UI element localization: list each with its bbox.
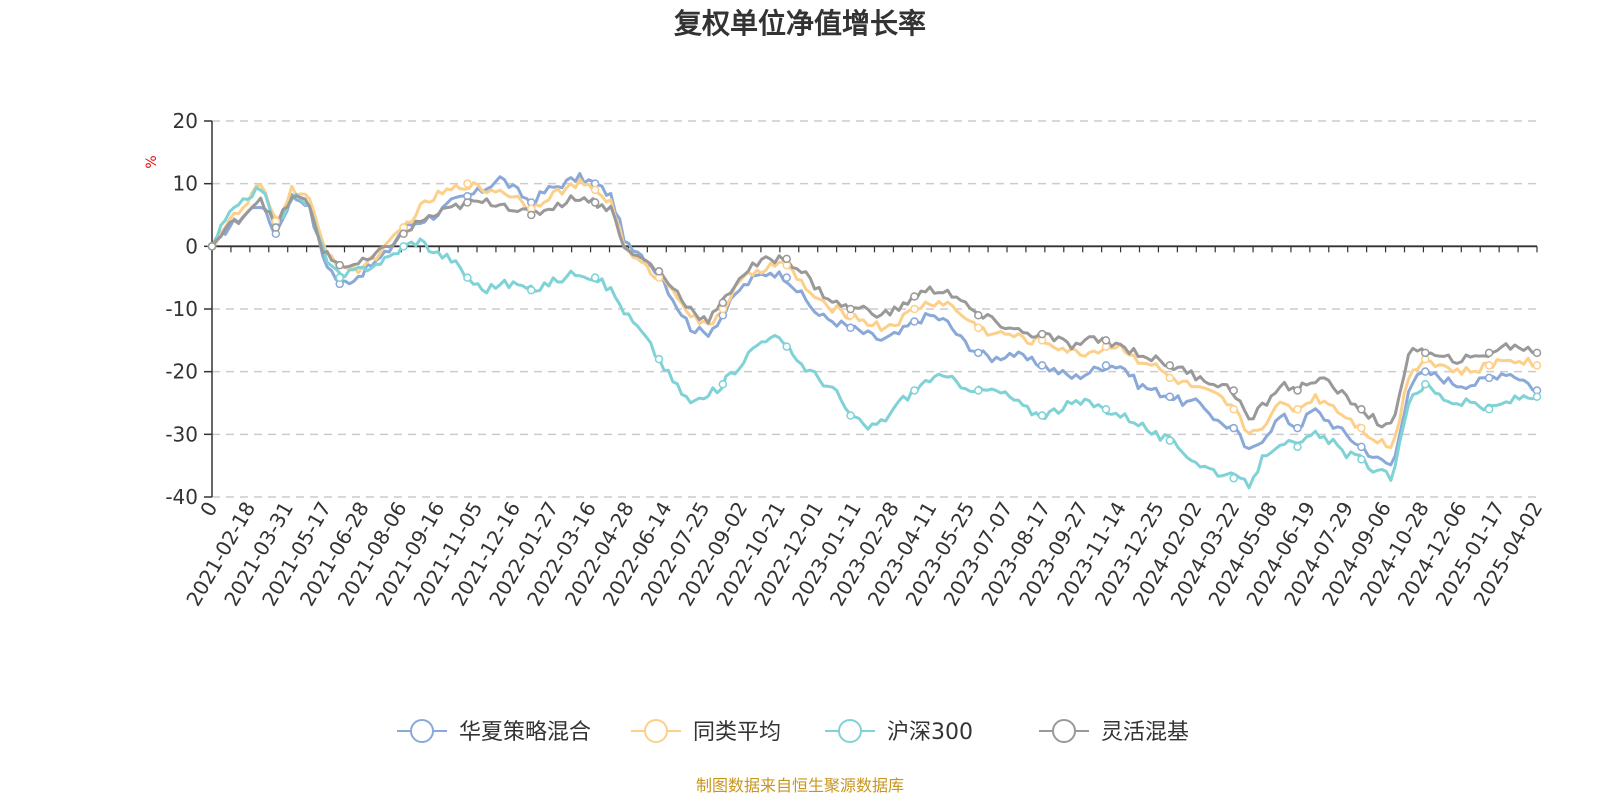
data-point[interactable] <box>1101 336 1111 345</box>
data-point[interactable] <box>846 411 855 420</box>
data-point[interactable] <box>718 298 728 307</box>
data-point[interactable] <box>910 304 919 314</box>
data-point[interactable] <box>782 342 791 351</box>
series-line-3[interactable] <box>210 194 1538 429</box>
data-point[interactable] <box>654 267 664 276</box>
data-point[interactable] <box>1532 392 1542 401</box>
data-point[interactable] <box>1484 361 1494 370</box>
data-point[interactable] <box>1357 423 1366 433</box>
y-tick-label: 20 <box>173 109 198 133</box>
y-tick-label: -40 <box>165 485 198 509</box>
legend-item-1[interactable]: 同类平均 <box>631 719 781 745</box>
data-point[interactable] <box>1293 442 1302 452</box>
data-point[interactable] <box>463 179 472 188</box>
data-point[interactable] <box>1165 436 1175 445</box>
data-point[interactable] <box>463 198 472 207</box>
legend-item-0[interactable]: 华夏策略混合 <box>397 719 591 745</box>
y-tick-label: 10 <box>173 172 198 196</box>
data-point[interactable] <box>590 198 600 207</box>
data-point[interactable] <box>1293 405 1302 414</box>
data-point[interactable] <box>910 386 919 395</box>
data-point[interactable] <box>1037 411 1047 420</box>
series-lines <box>210 172 1538 490</box>
data-point[interactable] <box>590 273 600 282</box>
data-point[interactable] <box>271 223 281 232</box>
data-point[interactable] <box>1293 386 1302 395</box>
data-point[interactable] <box>1229 386 1238 395</box>
data-point[interactable] <box>910 292 919 301</box>
data-point[interactable] <box>335 273 344 282</box>
data-point[interactable] <box>1421 379 1430 389</box>
data-point[interactable] <box>1357 442 1366 452</box>
series-markers <box>207 179 1542 483</box>
data-point[interactable] <box>1532 348 1542 358</box>
data-point[interactable] <box>1165 361 1175 370</box>
source-note: 制图数据来自恒生聚源数据库 <box>696 776 904 795</box>
grid-lines <box>212 120 1537 498</box>
legend-item-3[interactable]: 灵活混基 <box>1039 719 1189 745</box>
x-tick-label: 0 <box>195 498 222 521</box>
y-axis-unit-label: % <box>144 155 160 168</box>
data-point[interactable] <box>974 348 983 358</box>
data-point[interactable] <box>1484 405 1494 414</box>
chart-title: 复权单位净值增长率 <box>674 7 926 40</box>
legend-circle-icon <box>838 719 862 743</box>
data-point[interactable] <box>1357 405 1366 414</box>
y-tick-label: -20 <box>165 360 198 384</box>
data-point[interactable] <box>718 379 728 389</box>
legend-label: 同类平均 <box>693 720 781 745</box>
data-point[interactable] <box>846 304 855 314</box>
legend-label: 灵活混基 <box>1101 720 1189 745</box>
data-point[interactable] <box>974 386 983 395</box>
data-point[interactable] <box>974 323 983 333</box>
data-point[interactable] <box>1532 361 1542 370</box>
data-point[interactable] <box>527 285 536 295</box>
data-point[interactable] <box>399 242 408 251</box>
data-point[interactable] <box>590 185 600 195</box>
data-point[interactable] <box>1229 405 1238 414</box>
data-point[interactable] <box>399 229 408 239</box>
data-point[interactable] <box>1037 329 1047 339</box>
data-point[interactable] <box>1229 423 1238 433</box>
data-point[interactable] <box>335 260 344 270</box>
legend-circle-icon <box>1052 719 1076 743</box>
y-tick-label: -10 <box>165 297 198 321</box>
data-point[interactable] <box>846 323 855 333</box>
data-point[interactable] <box>1229 473 1238 483</box>
data-point[interactable] <box>654 354 664 364</box>
data-point[interactable] <box>1421 348 1430 358</box>
legend-item-2[interactable]: 沪深300 <box>825 719 973 745</box>
data-point[interactable] <box>910 317 919 326</box>
data-point[interactable] <box>1165 392 1175 401</box>
series-line-0[interactable] <box>210 172 1538 467</box>
data-point[interactable] <box>1037 361 1047 370</box>
data-point[interactable] <box>1484 348 1494 358</box>
data-point[interactable] <box>527 210 536 220</box>
data-point[interactable] <box>1101 361 1111 370</box>
data-point[interactable] <box>207 242 217 251</box>
legend-circle-icon <box>410 719 434 743</box>
legend-circle-icon <box>644 719 668 743</box>
data-point[interactable] <box>1293 423 1302 433</box>
legend-label: 华夏策略混合 <box>459 720 591 745</box>
series-line-1[interactable] <box>211 178 1538 449</box>
data-point[interactable] <box>782 273 791 282</box>
y-tick-label: 0 <box>185 234 198 258</box>
legend[interactable]: 华夏策略混合 同类平均 沪深300 灵活混基 <box>397 719 1189 745</box>
series-line-2[interactable] <box>210 186 1538 490</box>
data-point[interactable] <box>1357 455 1366 464</box>
data-point[interactable] <box>782 254 791 264</box>
data-point[interactable] <box>1165 373 1175 383</box>
data-point[interactable] <box>463 273 472 282</box>
y-tick-label: -30 <box>165 422 198 446</box>
data-point[interactable] <box>1421 367 1430 376</box>
data-point[interactable] <box>974 311 983 320</box>
data-point[interactable] <box>1101 405 1111 414</box>
data-point[interactable] <box>1484 373 1494 383</box>
legend-label: 沪深300 <box>887 720 973 745</box>
